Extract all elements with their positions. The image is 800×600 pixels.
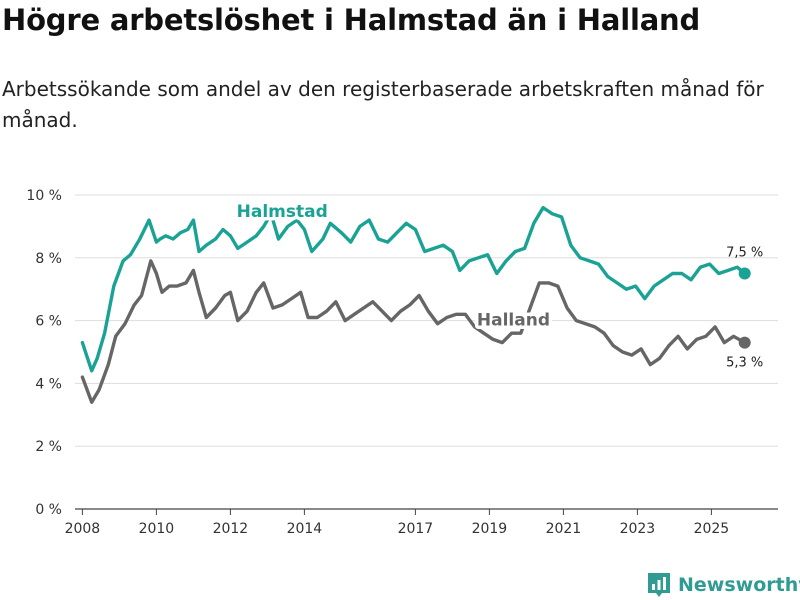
- gridlines: [75, 194, 778, 510]
- x-tick-label: 2019: [472, 521, 508, 537]
- chart-title: Högre arbetslöshet i Halmstad än i Halla…: [2, 3, 701, 37]
- series-lines: [80, 205, 751, 404]
- x-tick-label: 2012: [213, 521, 249, 537]
- halmstad-series-label: Halmstad: [237, 202, 328, 222]
- y-axis-ticks: 0 % 2 % 4 % 6 % 8 % 10 %: [26, 188, 62, 518]
- y-tick-label: 2 %: [35, 439, 62, 455]
- x-tick-label: 2008: [65, 521, 101, 537]
- x-axis-ticks: 2008 2010 2012 2014 2017 2019 2021 2023 2025: [65, 509, 730, 537]
- x-tick-label: 2017: [398, 521, 434, 537]
- newsworthy-brand[interactable]: Newsworthy: [646, 571, 800, 599]
- halmstad-end-label: 7,5 %: [726, 246, 763, 261]
- x-tick-label: 2014: [287, 521, 323, 537]
- y-tick-label: 4 %: [35, 376, 62, 392]
- x-tick-label: 2023: [620, 521, 656, 537]
- halmstad-end-point: [738, 267, 751, 280]
- halland-line: [80, 259, 747, 404]
- y-tick-label: 10 %: [26, 188, 62, 204]
- newsworthy-logo-icon: [648, 573, 670, 597]
- brand-name: Newsworthy: [678, 574, 800, 596]
- y-tick-label: 0 %: [35, 502, 62, 518]
- halmstad-line: [80, 205, 747, 373]
- series-labels: Halmstad Halland 7,5 % 5,3 %: [233, 198, 763, 371]
- chart-subtitle: Arbetssökande som andel av den registerb…: [2, 77, 764, 132]
- halland-series-label: Halland: [477, 310, 550, 330]
- x-tick-label: 2021: [546, 521, 582, 537]
- x-tick-label: 2010: [139, 521, 175, 537]
- halland-end-label: 5,3 %: [726, 356, 763, 371]
- y-tick-label: 8 %: [35, 251, 62, 267]
- halland-end-point: [738, 336, 751, 349]
- y-tick-label: 6 %: [35, 314, 62, 330]
- x-tick-label: 2025: [694, 521, 730, 537]
